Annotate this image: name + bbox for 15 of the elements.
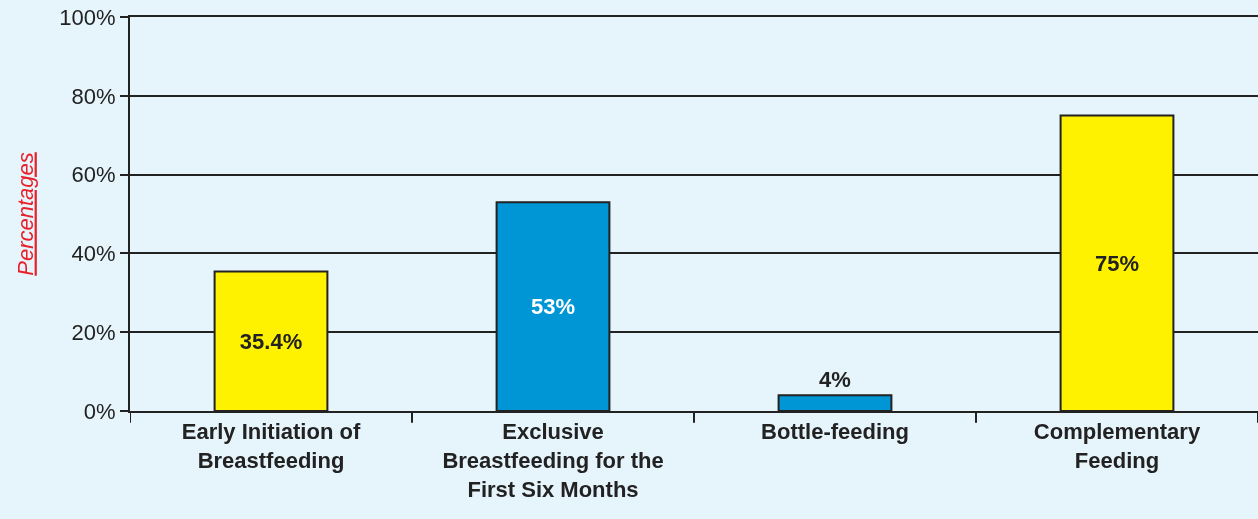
y-tick-label: 20% [71,319,116,345]
data-label: 35.4% [239,328,303,354]
x-tick-label: Complementary Feeding [1033,419,1201,473]
y-tick-label: 40% [71,241,116,267]
data-label: 75% [1094,250,1140,276]
y-tick-label: 0% [83,398,116,424]
y-tick-label: 100% [59,4,116,30]
x-tick-label: Early Initiation of Breastfeeding [181,419,361,473]
data-label: 4% [819,367,851,393]
y-tick-label: 60% [71,162,116,188]
x-tick-label: Bottle-feeding [761,419,909,445]
y-tick-label: 80% [71,83,116,109]
data-label: 53% [530,294,576,320]
y-axis-title: Percentages [12,152,38,276]
x-tick-label: Exclusive Breastfeeding for the First Six Months [442,419,664,502]
